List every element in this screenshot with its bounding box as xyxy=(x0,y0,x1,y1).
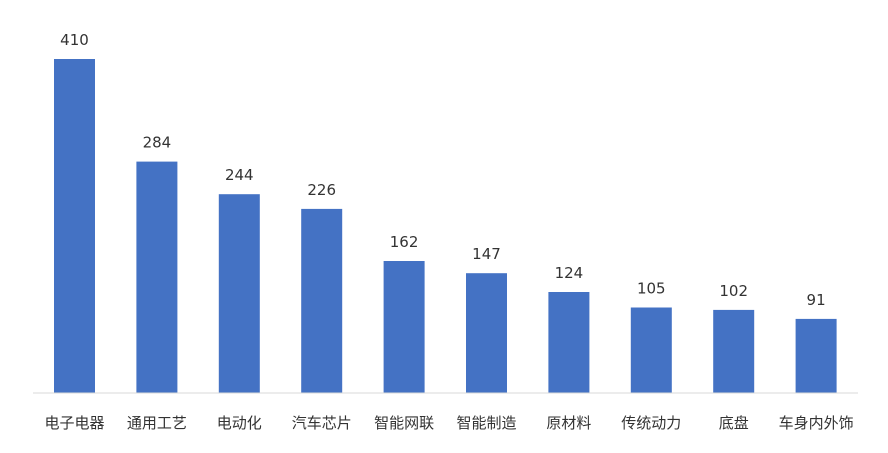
category-label: 电动化 xyxy=(217,414,262,432)
category-label: 汽车芯片 xyxy=(292,414,352,432)
bar-value-label: 147 xyxy=(472,245,501,263)
bar-value-label: 105 xyxy=(637,280,666,298)
category-label: 智能制造 xyxy=(456,414,516,432)
bar-value-label: 124 xyxy=(555,264,584,282)
bar-value-label: 162 xyxy=(390,233,419,251)
category-label: 智能网联 xyxy=(374,414,434,432)
bar xyxy=(795,318,837,393)
category-label: 原材料 xyxy=(546,414,591,432)
bar xyxy=(54,59,95,393)
bar-value-label: 244 xyxy=(225,166,254,184)
value-labels-group: 410 284 244 226 162 147 124 105 102 91 xyxy=(60,31,825,309)
category-label: 底盘 xyxy=(719,414,749,432)
bar xyxy=(713,309,755,393)
category-label: 通用工艺 xyxy=(127,414,187,432)
bar xyxy=(301,208,343,393)
bar-value-label: 284 xyxy=(143,134,172,152)
bar xyxy=(218,194,260,393)
category-label: 传统动力 xyxy=(621,414,681,432)
bar xyxy=(136,161,178,393)
bar-value-label: 410 xyxy=(60,31,89,49)
category-labels-group: 电子电器 通用工艺 电动化 汽车芯片 智能网联 智能制造 原材料 传统动力 底盘 车身内外饰 xyxy=(44,414,853,432)
bar-value-label: 102 xyxy=(719,282,748,300)
category-label: 电子电器 xyxy=(44,414,104,432)
category-label: 车身内外饰 xyxy=(779,414,854,432)
bar xyxy=(383,261,425,393)
bars-group xyxy=(54,59,837,393)
bar xyxy=(466,273,507,393)
bar-value-label: 226 xyxy=(307,181,336,199)
bar-value-label: 91 xyxy=(807,291,826,309)
bar xyxy=(548,292,590,393)
bar xyxy=(630,307,672,393)
